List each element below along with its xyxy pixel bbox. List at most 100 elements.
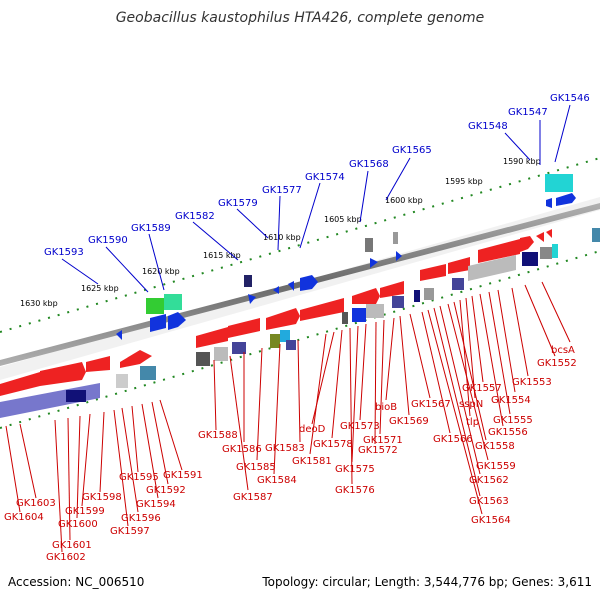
gene-label: GK1581 bbox=[292, 456, 332, 467]
gene-feature bbox=[286, 340, 296, 350]
gene-label: GK1552 bbox=[537, 358, 577, 369]
gene-label: GK1585 bbox=[236, 462, 276, 473]
gene-label: GK1559 bbox=[476, 461, 516, 472]
gene-feature bbox=[365, 238, 373, 252]
gene-label: GK1600 bbox=[58, 519, 98, 530]
gene-feature bbox=[146, 298, 164, 314]
gene-label: GK1594 bbox=[136, 499, 176, 510]
gene-label: GK1564 bbox=[471, 515, 511, 526]
gene-feature bbox=[300, 275, 318, 291]
gene-feature bbox=[545, 174, 573, 192]
gene-feature bbox=[522, 252, 538, 266]
gene-label: GK1593 bbox=[44, 247, 84, 258]
gene-label: bcsA bbox=[551, 345, 575, 356]
gene-label: GK1599 bbox=[65, 506, 105, 517]
gene-feature bbox=[86, 356, 110, 372]
gene-feature bbox=[556, 193, 576, 206]
kbp-label: 1600 kbp bbox=[385, 196, 423, 205]
gene-label: GK1587 bbox=[233, 492, 273, 503]
gene-feature bbox=[266, 308, 300, 330]
gene-label: GK1547 bbox=[508, 107, 548, 118]
gene-label: GK1568 bbox=[349, 159, 389, 170]
gene-label: GK1574 bbox=[305, 172, 345, 183]
gene-feature bbox=[380, 281, 404, 298]
gene-label: GK1577 bbox=[262, 185, 302, 196]
gene-label: GK1586 bbox=[222, 444, 262, 455]
gene-label: GK1572 bbox=[358, 445, 398, 456]
kbp-label: 1615 kbp bbox=[203, 251, 241, 260]
gene-feature bbox=[232, 342, 246, 354]
gene-label: GK1579 bbox=[218, 198, 258, 209]
kbp-label: 1595 kbp bbox=[445, 177, 483, 186]
gene-feature bbox=[478, 239, 520, 263]
gene-feature bbox=[396, 251, 402, 261]
gene-label: GK1578 bbox=[313, 439, 353, 450]
gene-feature bbox=[592, 228, 600, 242]
gene-label: tlp bbox=[466, 417, 479, 428]
gene-feature bbox=[140, 366, 156, 380]
gene-feature bbox=[370, 258, 378, 268]
gene-feature bbox=[392, 296, 404, 308]
kbp-label: 1620 kbp bbox=[142, 267, 180, 276]
gene-feature bbox=[0, 372, 40, 396]
gene-feature bbox=[448, 257, 470, 274]
gene-feature bbox=[150, 314, 166, 332]
gene-feature bbox=[168, 312, 186, 330]
gene-feature bbox=[300, 298, 344, 321]
gene-label: GK1565 bbox=[392, 145, 432, 156]
gene-feature bbox=[393, 232, 398, 244]
gene-feature bbox=[540, 247, 552, 259]
page-title: Geobacillus kaustophilus HTA426, complet… bbox=[116, 10, 485, 26]
gene-feature bbox=[196, 352, 210, 366]
gene-feature bbox=[366, 304, 384, 318]
gene-label: GK1588 bbox=[198, 430, 238, 441]
gene-label: GK1571 bbox=[363, 435, 403, 446]
gene-feature bbox=[552, 244, 558, 258]
gene-label: bioB bbox=[375, 402, 397, 413]
gene-label: GK1555 bbox=[493, 415, 533, 426]
gene-feature bbox=[164, 294, 182, 310]
gene-label: GK1590 bbox=[88, 235, 128, 246]
gene-label: GK1604 bbox=[4, 512, 44, 523]
gene-feature bbox=[414, 290, 420, 302]
lower-tick-track bbox=[0, 250, 600, 429]
gene-feature bbox=[288, 281, 294, 291]
top-connectors bbox=[61, 104, 571, 293]
gene-label: GK1566 bbox=[433, 434, 473, 445]
gene-feature bbox=[352, 308, 366, 322]
gene-feature bbox=[214, 347, 228, 361]
gene-label: GK1563 bbox=[469, 496, 509, 507]
gene-label: GK1597 bbox=[110, 526, 150, 537]
gene-label: GK1553 bbox=[512, 377, 552, 388]
gene-feature bbox=[248, 294, 256, 304]
gene-label: GK1582 bbox=[175, 211, 215, 222]
gene-label: GK1602 bbox=[46, 552, 86, 563]
gene-label: deoD bbox=[299, 424, 326, 435]
gene-feature bbox=[546, 229, 552, 238]
gene-label: GK1576 bbox=[335, 485, 375, 496]
gene-features-bottom bbox=[0, 228, 600, 418]
gene-feature bbox=[424, 288, 434, 300]
gene-feature bbox=[280, 330, 290, 342]
upper-tick-track bbox=[0, 157, 600, 333]
gene-feature bbox=[520, 236, 534, 252]
kbp-scale: 1590 kbp 1595 kbp 1600 kbp 1605 kbp 1610… bbox=[20, 157, 541, 308]
gene-label: GK1601 bbox=[52, 540, 92, 551]
gene-feature bbox=[40, 362, 86, 386]
gene-label: GK1573 bbox=[340, 421, 380, 432]
kbp-label: 1625 kbp bbox=[81, 284, 119, 293]
gene-label: GK1575 bbox=[335, 464, 375, 475]
gene-feature bbox=[546, 198, 552, 208]
gene-label: GK1558 bbox=[475, 441, 515, 452]
gene-features-top bbox=[116, 174, 576, 340]
accession-text: Accession: NC_006510 bbox=[8, 575, 144, 589]
kbp-label: 1610 kbp bbox=[263, 233, 301, 242]
kbp-label: 1590 kbp bbox=[503, 157, 541, 166]
gene-feature bbox=[116, 374, 128, 388]
gene-feature bbox=[66, 390, 86, 402]
gene-label: GK1592 bbox=[146, 485, 186, 496]
gene-feature bbox=[420, 264, 446, 281]
gene-label: GK1583 bbox=[265, 443, 305, 454]
gene-label: GK1598 bbox=[82, 492, 122, 503]
